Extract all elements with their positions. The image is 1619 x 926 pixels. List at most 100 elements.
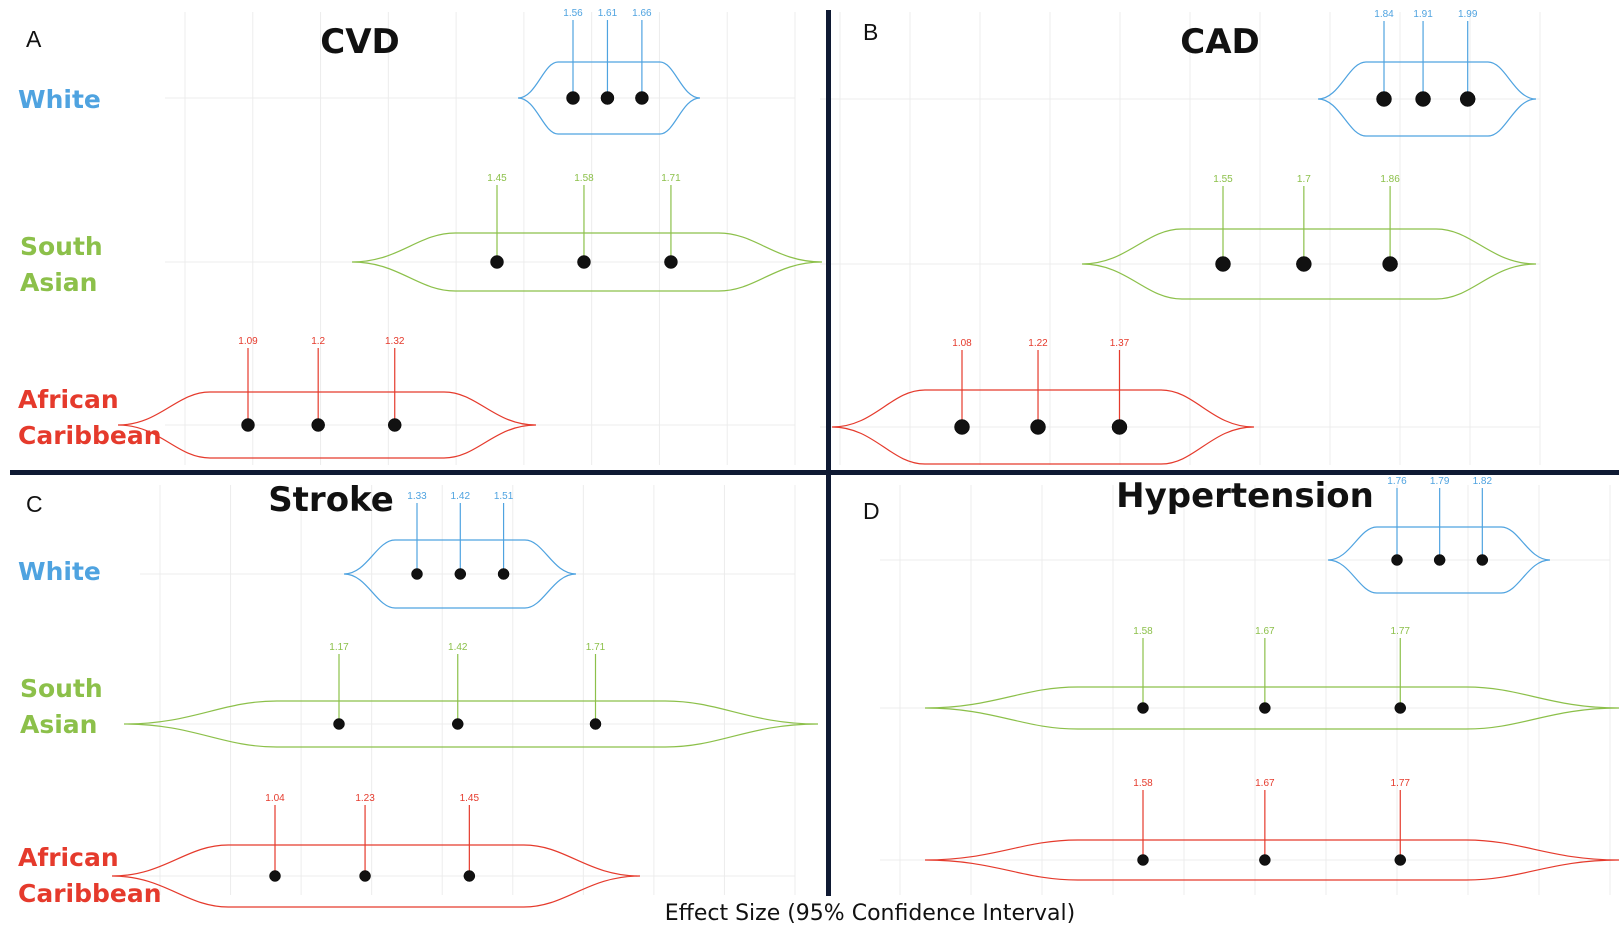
horizontal-panel-divider — [10, 470, 1619, 475]
panel-a-african-caribbean-estimate-label: 1.2 — [311, 336, 325, 347]
group-label-caribbean-c: Caribbean — [18, 879, 162, 908]
panel-c-white-upper-point — [497, 568, 510, 580]
panel-c-white-lower-point — [411, 568, 423, 580]
panel-b-african-caribbean-estimate-label: 1.22 — [1028, 338, 1048, 349]
group-label-african-a: African — [18, 385, 119, 414]
group-label-white-a: White — [18, 85, 101, 114]
group-label-african-c: African — [18, 843, 119, 872]
panel-letter-c: C — [26, 491, 43, 517]
panel-d-south-asian-upper-label: 1.77 — [1391, 626, 1411, 637]
panel-d-white-upper-point — [1476, 554, 1489, 566]
panel-d-white-upper-label: 1.82 — [1473, 476, 1493, 487]
panel-a-white-violin — [517, 61, 701, 135]
panel-title-stroke: Stroke — [268, 480, 394, 520]
panel-c-south-asian-violin — [123, 700, 819, 748]
panel-c-white-violin — [343, 539, 577, 609]
panel-title-hypertension: Hypertension — [1116, 476, 1374, 516]
panel-b-white-estimate-point — [1415, 91, 1431, 107]
panel-b-african-caribbean-lower-point — [954, 419, 970, 435]
grid-layer — [140, 12, 1611, 895]
panel-d-african-caribbean-estimate-point — [1259, 854, 1271, 866]
panel-a-white-upper-point — [635, 91, 649, 105]
x-axis-caption: Effect Size (95% Confidence Interval) — [665, 901, 1075, 926]
panel-a-white-lower-point — [566, 91, 580, 105]
panel-a-south-asian-estimate-label: 1.58 — [574, 173, 594, 184]
panel-a-south-asian-lower-label: 1.45 — [487, 173, 507, 184]
group-label-asian-a: Asian — [20, 268, 97, 297]
panel-b-african-caribbean-upper-point — [1111, 419, 1128, 435]
panel-b-african-caribbean-violin — [831, 389, 1255, 465]
panel-a-south-asian-upper-point — [664, 255, 678, 269]
panel-d-white-lower-point — [1391, 554, 1403, 566]
panel-d-white-estimate-label: 1.79 — [1430, 476, 1450, 487]
panel-b-african-caribbean-estimate-point — [1030, 419, 1046, 435]
panel-b-african-caribbean-upper-label: 1.37 — [1110, 338, 1130, 349]
panel-c-white-upper-label: 1.51 — [494, 491, 514, 502]
panel-b-south-asian-upper-label: 1.86 — [1380, 174, 1400, 185]
group-label-white-c: White — [18, 557, 101, 586]
panel-c-african-caribbean-upper-point — [463, 870, 476, 882]
panel-a-south-asian-upper-label: 1.71 — [661, 173, 681, 184]
group-label-south-a: South — [20, 232, 103, 261]
panel-d-south-asian-lower-label: 1.58 — [1133, 626, 1153, 637]
panel-a-african-caribbean-upper-point — [387, 418, 402, 432]
panel-a-white-upper-label: 1.66 — [632, 8, 652, 19]
panel-letter-b: B — [863, 19, 878, 45]
group-label-caribbean-a: Caribbean — [18, 421, 162, 450]
panel-d-white-violin — [1327, 526, 1551, 594]
panel-b-white-estimate-label: 1.91 — [1413, 9, 1433, 20]
panel-b-south-asian-violin — [1081, 228, 1537, 300]
panel-b-african-caribbean-lower-label: 1.08 — [952, 338, 972, 349]
panel-d-african-caribbean-lower-label: 1.58 — [1133, 778, 1153, 789]
panel-c-south-asian-lower-point — [333, 718, 345, 730]
panel-b-south-asian-estimate-label: 1.7 — [1297, 174, 1311, 185]
panel-a-african-caribbean-estimate-point — [311, 418, 325, 432]
panel-b-white-violin — [1317, 61, 1537, 137]
panel-c-african-caribbean-lower-point — [269, 870, 281, 882]
panel-a-african-caribbean-violin — [117, 391, 537, 459]
panel-b-white-upper-label: 1.99 — [1458, 9, 1478, 20]
panel-c-african-caribbean-lower-label: 1.04 — [265, 793, 285, 804]
panel-d-white-lower-label: 1.76 — [1387, 476, 1407, 487]
panel-a-african-caribbean-lower-label: 1.09 — [238, 336, 258, 347]
panel-c-south-asian-lower-label: 1.17 — [329, 642, 349, 653]
panel-d-african-caribbean-upper-point — [1394, 854, 1407, 866]
panel-b-white-upper-point — [1459, 91, 1476, 107]
panel-a-african-caribbean-lower-point — [241, 418, 255, 432]
panel-b-south-asian-lower-label: 1.55 — [1213, 174, 1233, 185]
panel-a-white-estimate-point — [600, 91, 615, 105]
panel-b-south-asian-upper-point — [1382, 256, 1398, 272]
panel-c-african-caribbean-estimate-point — [359, 870, 371, 882]
panel-c-south-asian-estimate-point — [452, 718, 464, 730]
panel-c-african-caribbean-estimate-label: 1.23 — [355, 793, 375, 804]
panel-c-south-asian-estimate-label: 1.42 — [448, 642, 468, 653]
panel-c-south-asian-upper-label: 1.71 — [586, 642, 606, 653]
panel-a-south-asian-violin — [351, 232, 823, 292]
panel-d-south-asian-estimate-label: 1.67 — [1255, 626, 1275, 637]
panel-d-white-estimate-point — [1433, 554, 1446, 566]
panel-c-white-estimate-label: 1.42 — [451, 491, 471, 502]
panel-d-african-caribbean-estimate-label: 1.67 — [1255, 778, 1275, 789]
panel-a-white-lower-label: 1.56 — [563, 8, 583, 19]
panel-letter-d: D — [863, 498, 880, 524]
panel-letter-a: A — [26, 26, 42, 52]
panel-b-south-asian-estimate-point — [1296, 256, 1312, 272]
panel-c-white-lower-label: 1.33 — [407, 491, 427, 502]
panel-d-african-caribbean-upper-label: 1.77 — [1391, 778, 1411, 789]
panel-c-african-caribbean-upper-label: 1.45 — [460, 793, 480, 804]
vertical-panel-divider — [826, 10, 831, 896]
panel-d-south-asian-lower-point — [1137, 702, 1149, 714]
panel-c-white-estimate-point — [454, 568, 467, 580]
panel-d-south-asian-estimate-point — [1259, 702, 1271, 714]
panel-title-cvd: CVD — [320, 22, 400, 62]
violin-layer: 1.56 1.61 1.66 1.45 1.58 1.71 1.09 1.2 1.32 1.84 1… — [111, 8, 1619, 908]
panel-d-african-caribbean-lower-point — [1137, 854, 1149, 866]
panel-b-south-asian-lower-point — [1215, 256, 1231, 272]
panel-c-south-asian-upper-point — [589, 718, 602, 730]
panel-title-cad: CAD — [1180, 22, 1260, 62]
panel-d-african-caribbean-violin — [924, 839, 1619, 881]
panel-b-white-lower-label: 1.84 — [1374, 9, 1394, 20]
panel-c-african-caribbean-violin — [111, 844, 641, 908]
panel-a-south-asian-estimate-point — [577, 255, 591, 269]
